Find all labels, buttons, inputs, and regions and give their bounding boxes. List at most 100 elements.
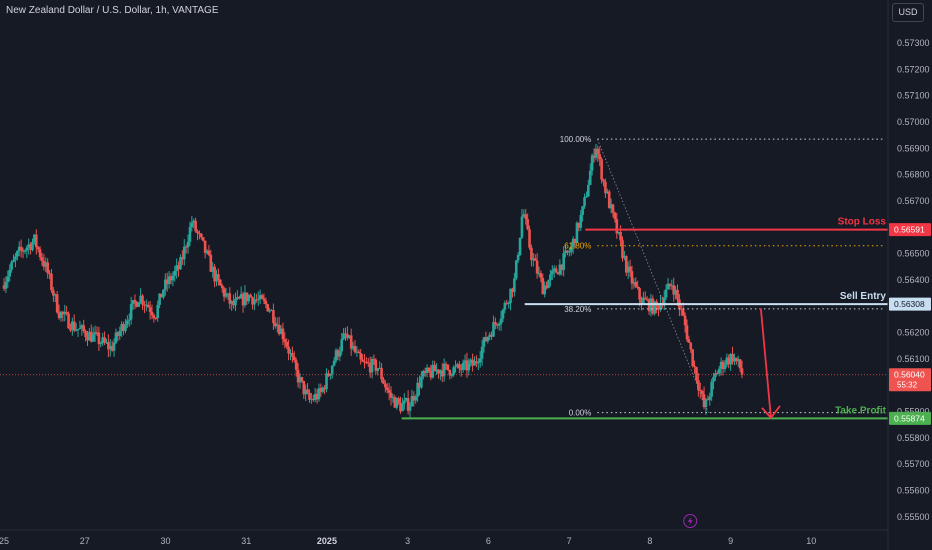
time-tick-label: 25 [0,536,9,546]
candle-body [568,251,571,253]
candle-body [372,359,376,361]
time-tick-label: 2025 [317,536,337,546]
candle-body [374,359,378,371]
candle-body [69,328,72,331]
fib-level-label: 100.00% [560,135,592,144]
candle-body [695,367,698,381]
candle-body [719,361,723,369]
candle-body [710,381,713,397]
candle-body [44,262,48,267]
candle-body [698,390,702,392]
candle-body [363,361,366,363]
price-tick-label: 0.56900 [897,143,930,153]
candle-body [691,349,694,367]
candle-body [380,367,383,380]
candle-body [23,250,27,252]
candle-body [327,373,330,376]
price-tag-label: 0.56308 [894,299,925,309]
candle-body [53,294,57,296]
price-tag-bg [889,223,931,237]
candle-body [105,342,108,344]
candle-body [277,324,281,335]
candle-body [332,360,336,366]
candle-body [653,301,657,314]
candle-body [287,346,290,354]
candle-body [251,297,254,305]
candle-body [446,364,450,370]
candle-body [107,342,110,350]
candle-body [135,301,139,307]
candle-body [146,304,150,308]
candle-body [573,238,577,244]
candle-body [6,276,10,282]
candle-body [325,373,328,390]
candle-body [201,237,205,241]
candle-body [200,233,203,238]
candle-body [91,334,95,342]
candle-body [681,309,685,316]
candle-body [351,346,355,349]
candle-body [342,333,345,340]
candle-body [255,299,258,301]
candle-body [52,290,55,296]
candle-body [433,364,436,372]
candle-body [640,299,643,304]
candle-body [524,214,528,219]
candle-body [268,310,271,312]
candle-body [344,333,347,335]
candle-body [585,196,588,198]
candle-body [522,214,526,217]
candle-body [628,266,632,272]
candle-body [148,307,152,312]
time-axis[interactable]: 25 27 30 31 2025 3 6 7 8 9 10 [0,514,888,547]
candle-body [340,339,344,352]
candle-body [403,400,406,404]
candle-body [541,278,545,295]
candle-body [729,353,732,365]
price-tag-bg [889,297,931,311]
candle-body [533,258,537,261]
candle-body [270,310,273,312]
candle-body [194,220,197,232]
candle-body [126,320,129,325]
candle-body [387,390,391,393]
candle-body [289,352,292,354]
candle-body [674,289,677,295]
price-tick-label: 0.57200 [897,64,930,74]
candle-body [137,302,141,307]
candle-body [207,250,211,255]
candle-body [346,333,349,338]
chart-title: New Zealand Dollar / U.S. Dollar, 1h, VA… [6,5,219,16]
candle-body [590,155,594,171]
price-tick-label: 0.55600 [897,486,930,496]
candle-body [209,254,213,272]
candle-body [2,285,6,289]
currency-button[interactable]: USD [892,3,924,22]
candle-body [594,148,598,158]
candle-body [636,286,639,289]
drawings-layer: 100.00% 61.80% 38.20% 0.00% Stop Loss Sell En… [0,135,888,420]
candle-body [296,369,300,383]
candle-body [177,265,180,270]
candle-body [740,368,744,375]
candle-body [241,293,245,306]
candle-body [670,285,674,287]
candle-body [440,370,444,377]
candle-body [427,367,431,372]
candle-body [564,250,567,254]
candle-body [490,334,493,337]
candle-body [638,288,641,300]
candle-body [475,361,478,363]
price-axis[interactable]: 0.57300 0.57200 0.57100 0.57000 0.56900 0.568… [887,0,931,550]
candle-body [602,179,605,182]
projection-arrow-line [759,308,772,418]
candle-body [569,247,573,252]
candle-body [40,257,44,261]
candle-body [21,250,25,252]
candle-body [211,266,215,272]
candle-body [55,294,59,313]
candle-body [416,382,419,397]
candle-body [355,351,359,353]
candles-layer [2,143,744,418]
